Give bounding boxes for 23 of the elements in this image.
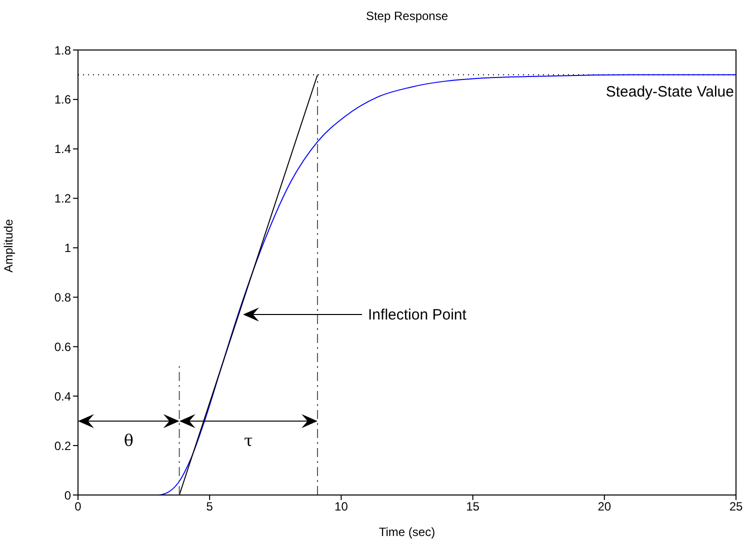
- ref-line-label: Steady-State Value: [606, 84, 734, 101]
- chart-title: Step Response: [366, 9, 448, 23]
- y-tick-label: 0.2: [54, 438, 72, 453]
- y-axis-title: Amplitude: [1, 218, 16, 272]
- y-tick-label: 1: [64, 241, 72, 256]
- x-tick-label: 15: [466, 500, 480, 514]
- x-tick-label: 20: [598, 500, 612, 514]
- y-tick-label: 1.4: [54, 142, 72, 156]
- y-tick-label: 0.4: [54, 389, 72, 404]
- x-tick-label: 10: [334, 500, 348, 514]
- y-tick-label: 1.2: [54, 192, 72, 206]
- annotation: τ: [244, 431, 253, 450]
- y-tick-label: 0.6: [54, 340, 72, 354]
- annotation: Inflection Point: [368, 306, 468, 324]
- y-tick-label: 1.6: [54, 92, 72, 107]
- x-tick-label: 25: [729, 500, 743, 514]
- y-tick-label: 0: [64, 488, 72, 502]
- y-tick-label: 1.8: [54, 43, 72, 58]
- x-axis-title: Time (sec): [378, 525, 436, 539]
- annotation: θ: [124, 431, 134, 450]
- x-tick-label: 0: [74, 500, 82, 514]
- x-tick-label: 5: [206, 500, 214, 514]
- y-tick-label: 0.8: [54, 290, 72, 304]
